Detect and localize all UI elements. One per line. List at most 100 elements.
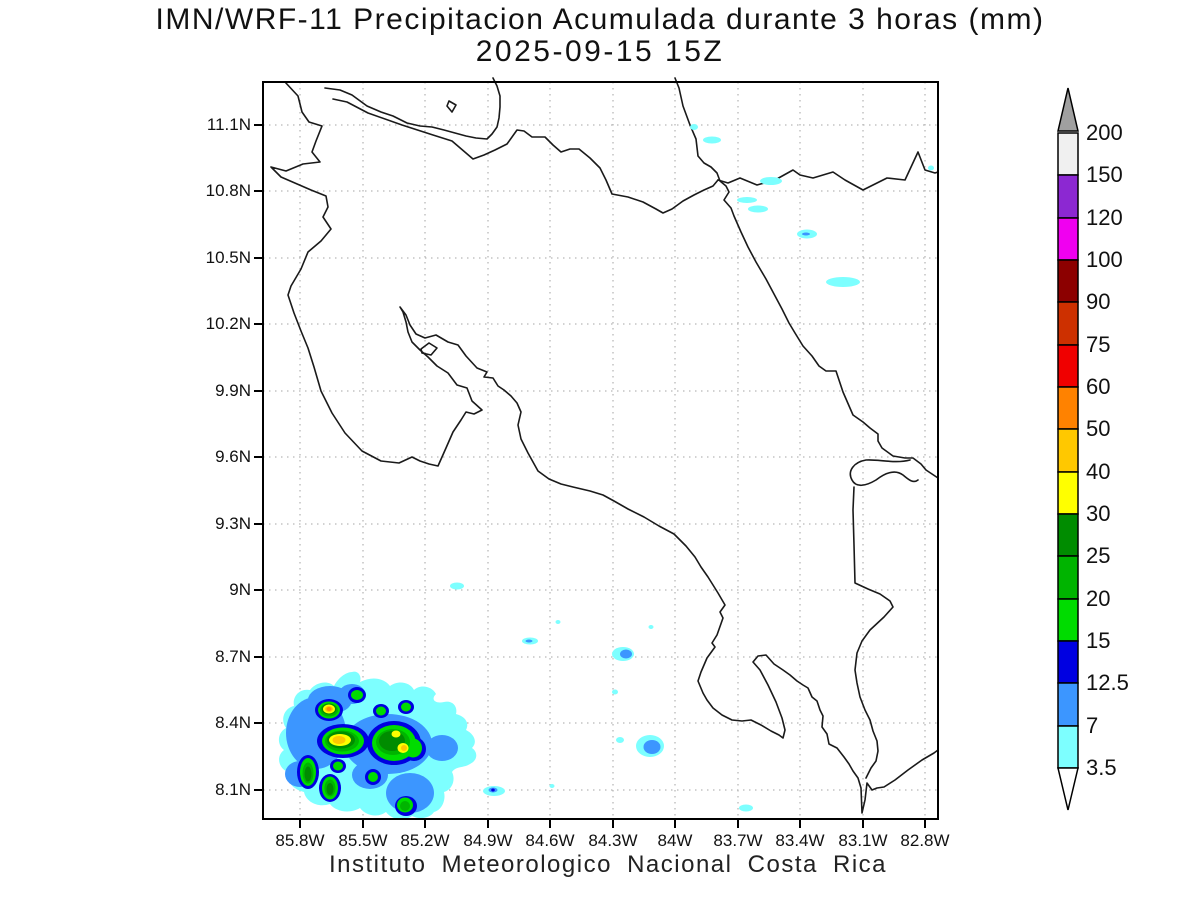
lat-tick-label: 10.8N xyxy=(205,181,251,200)
precip-speck xyxy=(450,582,464,590)
axis-ticks xyxy=(254,124,926,828)
nicaragua-border-river-path xyxy=(332,98,719,214)
colorbar-label: 25 xyxy=(1086,543,1111,568)
lake-island-ometepe xyxy=(446,100,457,113)
colorbar-label: 75 xyxy=(1086,332,1111,357)
colorbar-segment xyxy=(1057,513,1079,557)
precip-speck xyxy=(612,689,618,695)
precip-green-cell xyxy=(368,772,378,782)
colorbar-label: 30 xyxy=(1086,501,1111,526)
lon-tick-label: 83.4W xyxy=(775,831,825,850)
precip-speck xyxy=(555,620,561,624)
colorbar-label: 120 xyxy=(1086,205,1123,230)
precip-streak xyxy=(737,197,757,203)
lat-tick-label: 9.9N xyxy=(215,381,251,400)
institution-footer: Instituto Meteorologico Nacional Costa R… xyxy=(328,851,888,878)
lat-tick-label: 9.6N xyxy=(215,447,251,466)
precip-speck xyxy=(690,124,698,130)
colorbar-segment xyxy=(1057,344,1079,388)
graticule-grid xyxy=(263,82,938,819)
precip-green-cell xyxy=(351,690,363,700)
precip-blue-core xyxy=(620,649,632,659)
precip-speck xyxy=(616,737,624,743)
precip-speck xyxy=(648,625,654,629)
gulf-island-chira xyxy=(420,342,438,356)
bocas-lagoon-loop-path xyxy=(849,459,919,487)
lon-tick-label: 84W xyxy=(657,831,693,850)
lat-tick-label: 10.2N xyxy=(205,314,251,333)
lon-tick-label: 84.9W xyxy=(463,831,513,850)
lon-tick-label: 85.5W xyxy=(338,831,388,850)
lake-nicaragua-shore-path xyxy=(324,77,501,140)
precip-streak xyxy=(703,136,721,144)
panama-border-path xyxy=(852,486,894,779)
precip-speck xyxy=(549,784,555,788)
lat-tick-label: 11.1N xyxy=(206,115,251,134)
precip-blue-dash xyxy=(802,232,810,236)
precip-streak xyxy=(748,205,768,213)
colorbar-label: 7 xyxy=(1086,713,1099,738)
nicaragua-caribbean-coast-path xyxy=(717,151,939,191)
colorbar-segment xyxy=(1057,640,1079,684)
x-axis-ticks xyxy=(299,819,926,828)
colorbar-segment xyxy=(1057,428,1079,473)
chart-subtitle-datetime: 2025-09-15 15Z xyxy=(475,35,725,68)
colorbar-segment xyxy=(1057,725,1079,769)
colorbar-label: 3.5 xyxy=(1086,755,1117,780)
colorbar-segment xyxy=(1057,132,1079,176)
colorbar-segment xyxy=(1057,301,1079,346)
colorbar-segment xyxy=(1057,174,1079,219)
colorbar-segment xyxy=(1057,471,1079,515)
lat-tick-label: 10.5N xyxy=(205,248,251,267)
precip-blue-dash xyxy=(525,639,533,643)
colorbar-label: 60 xyxy=(1086,374,1111,399)
y-axis-ticks xyxy=(254,124,263,791)
lat-tick-label: 9N xyxy=(229,580,251,599)
precip-blue-mass xyxy=(426,735,458,761)
colorbar-segment xyxy=(1057,598,1079,642)
colorbar-segment xyxy=(1057,386,1079,430)
precip-speck xyxy=(739,804,753,812)
precip-green-cell xyxy=(333,761,343,771)
lat-tick-label: 8.1N xyxy=(215,780,251,799)
precip-cell xyxy=(326,783,334,795)
lon-tick-label: 84.3W xyxy=(588,831,638,850)
colorbar-segment xyxy=(1057,555,1079,600)
precip-blue-core xyxy=(643,740,661,754)
colorbar-label: 12.5 xyxy=(1086,670,1129,695)
colorbar-label: 40 xyxy=(1086,459,1111,484)
precip-cell xyxy=(304,766,312,782)
lon-tick-label: 82.8W xyxy=(900,831,950,850)
latitude-gridlines xyxy=(263,124,938,791)
precip-core xyxy=(391,730,401,738)
lon-tick-label: 83.7W xyxy=(713,831,763,850)
lon-tick-label: 85.8W xyxy=(275,831,325,850)
lon-tick-label: 83.1W xyxy=(838,831,888,850)
precip-layer-40mm xyxy=(325,706,407,751)
lon-tick-label: 84.6W xyxy=(525,831,575,850)
colorbar-bottom-arrow xyxy=(1057,767,1079,811)
colorbar-label: 15 xyxy=(1086,628,1111,653)
colorbar-top-arrow xyxy=(1057,87,1079,132)
colorbar-label: 150 xyxy=(1086,162,1123,187)
lon-tick-label: 85.2W xyxy=(400,831,450,850)
precip-core xyxy=(332,736,346,744)
lat-tick-label: 8.7N xyxy=(215,647,251,666)
precip-speck xyxy=(928,165,934,171)
precip-layer-50mm xyxy=(326,707,332,711)
precip-peak-core xyxy=(326,707,332,711)
precip-streak xyxy=(826,277,860,287)
colorbar-label: 20 xyxy=(1086,586,1111,611)
chart-title: IMN/WRF-11 Precipitacion Acumulada duran… xyxy=(155,3,1045,36)
colorbar-label: 200 xyxy=(1086,120,1123,145)
precip-green-cell xyxy=(401,702,411,712)
lat-tick-label: 8.4N xyxy=(215,713,251,732)
colorbar-label: 50 xyxy=(1086,416,1111,441)
colorbar-segment xyxy=(1057,217,1079,261)
colorbar-segment xyxy=(1057,259,1079,303)
precip-core xyxy=(401,745,407,751)
colorbar-label: 90 xyxy=(1086,289,1111,314)
map-frame xyxy=(262,81,939,820)
